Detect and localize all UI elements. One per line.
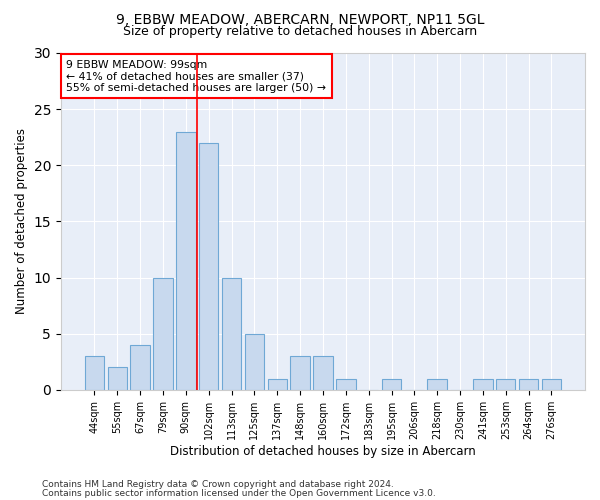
Bar xyxy=(222,278,241,390)
Bar xyxy=(336,378,356,390)
Bar xyxy=(382,378,401,390)
Bar xyxy=(176,132,196,390)
Bar xyxy=(85,356,104,390)
Text: Size of property relative to detached houses in Abercarn: Size of property relative to detached ho… xyxy=(123,25,477,38)
Bar xyxy=(245,334,264,390)
Text: 9 EBBW MEADOW: 99sqm
← 41% of detached houses are smaller (37)
55% of semi-detac: 9 EBBW MEADOW: 99sqm ← 41% of detached h… xyxy=(66,60,326,93)
Bar xyxy=(496,378,515,390)
Bar xyxy=(290,356,310,390)
Y-axis label: Number of detached properties: Number of detached properties xyxy=(15,128,28,314)
Bar xyxy=(313,356,332,390)
Bar xyxy=(268,378,287,390)
Bar xyxy=(153,278,173,390)
Text: 9, EBBW MEADOW, ABERCARN, NEWPORT, NP11 5GL: 9, EBBW MEADOW, ABERCARN, NEWPORT, NP11 … xyxy=(116,12,484,26)
Text: Contains public sector information licensed under the Open Government Licence v3: Contains public sector information licen… xyxy=(42,489,436,498)
Text: Contains HM Land Registry data © Crown copyright and database right 2024.: Contains HM Land Registry data © Crown c… xyxy=(42,480,394,489)
Bar xyxy=(107,368,127,390)
Bar xyxy=(130,345,150,390)
Bar xyxy=(542,378,561,390)
X-axis label: Distribution of detached houses by size in Abercarn: Distribution of detached houses by size … xyxy=(170,444,476,458)
Bar xyxy=(199,143,218,390)
Bar xyxy=(427,378,447,390)
Bar xyxy=(473,378,493,390)
Bar xyxy=(519,378,538,390)
